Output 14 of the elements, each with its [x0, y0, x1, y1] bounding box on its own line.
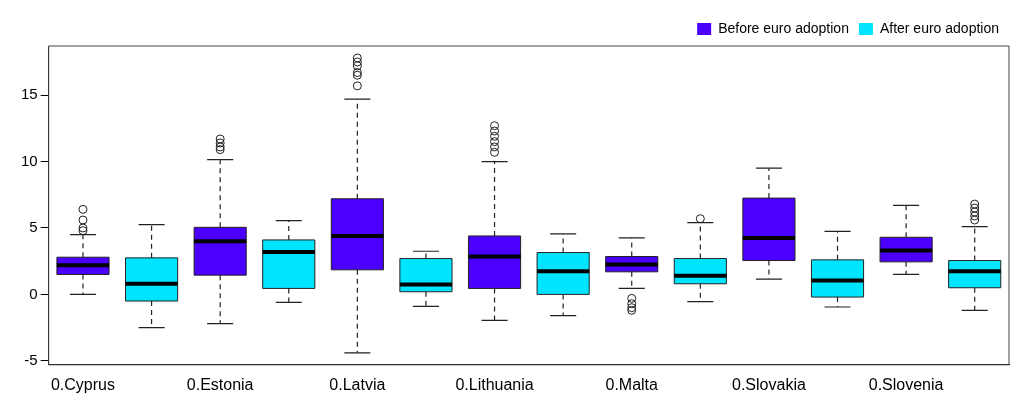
legend-label: After euro adoption	[879, 19, 1000, 36]
legend-label: Before euro adoption	[718, 19, 849, 36]
x-tick-label: 0.Lithuania	[455, 375, 534, 393]
x-tick-label: 0.Cyprus	[50, 375, 115, 393]
y-tick-label: 10	[21, 151, 38, 169]
x-tick-label: 0.Malta	[605, 375, 659, 393]
y-tick-label: 5	[29, 218, 38, 236]
y-tick-label: 0	[29, 284, 38, 302]
y-tick-label: -5	[24, 350, 38, 368]
x-tick-label: 0.Slovakia	[732, 375, 806, 393]
x-tick-label: 0.Latvia	[329, 375, 386, 393]
x-tick-label: 0.Estonia	[186, 375, 254, 393]
x-tick-label: 0.Slovenia	[868, 375, 944, 393]
y-tick-label: 15	[21, 85, 38, 103]
